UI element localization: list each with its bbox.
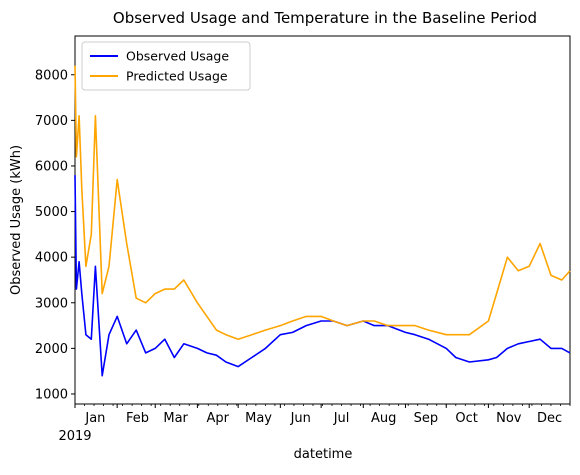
plot-area [74,35,571,405]
x-tick-label: Sep [414,411,439,426]
x-tick-label: Aug [371,411,396,426]
y-tick-label: 2000 [35,342,68,357]
legend-box [81,41,251,91]
plot-frame [74,35,571,405]
legend-label: Predicted Usage [126,69,228,84]
y-axis-label: Observed Usage (kWh) [9,145,24,295]
x-tick-label: Jan [84,411,105,426]
x-tick-label: Dec [537,411,562,426]
series-line [74,65,571,341]
x-tick-label: Jun [290,411,311,426]
x-tick-label: Oct [455,411,477,426]
x-tick-label: Apr [207,411,230,426]
y-tick-label: 5000 [35,205,68,220]
x-tick-label: Feb [126,411,149,426]
series-line [74,175,571,377]
y-tick-label: 8000 [35,68,68,83]
series-layer [74,65,571,377]
y-tick-label: 7000 [35,114,68,129]
legend: Observed Usage Predicted Usage [81,41,251,91]
y-tick-label: 4000 [35,251,68,266]
x-axis-ticks: Jan Feb Mar Apr May Jun Jul Aug Sep Oct Nov Dec [74,404,571,426]
y-tick-label: 1000 [35,387,68,402]
chart-title: Observed Usage and Temperature in the Ba… [113,9,537,27]
x-tick-label: Nov [496,411,522,426]
x-tick-label: Jul [333,411,350,426]
y-tick-label: 3000 [35,296,68,311]
x-tick-label: Mar [163,411,188,426]
x-axis-year-label: 2019 [58,429,91,444]
x-axis-label: datetime [294,447,353,462]
y-tick-label: 6000 [35,159,68,174]
y-axis-ticks: 1000 2000 3000 4000 5000 6000 7000 8000 [35,68,75,402]
x-tick-label: May [245,411,272,426]
legend-label: Observed Usage [126,49,229,64]
